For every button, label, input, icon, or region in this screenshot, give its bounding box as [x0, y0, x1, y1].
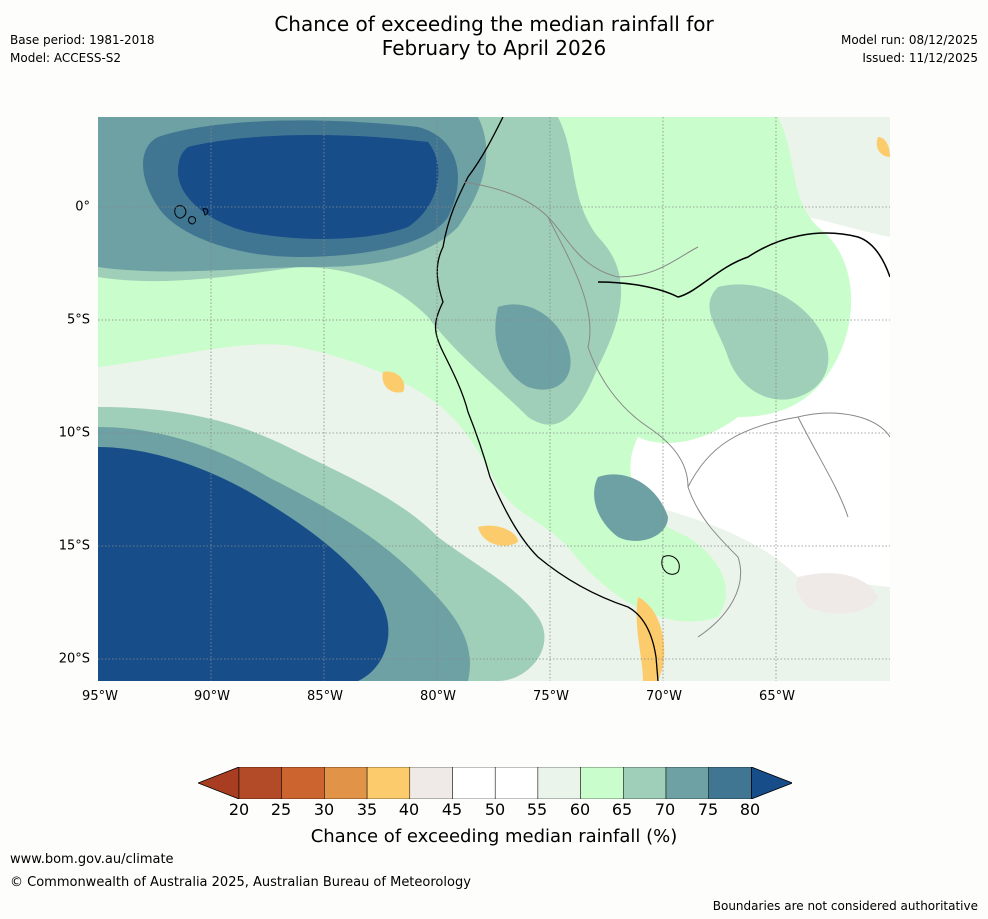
footer-copyright: © Commonwealth of Australia 2025, Austra… — [10, 875, 471, 890]
map-gridlines — [98, 117, 890, 681]
colorbar-arrow-high — [751, 766, 794, 800]
colorbar-segment — [537, 766, 581, 800]
colorbar-segment — [708, 766, 752, 800]
rain-zone-70-75-highland — [594, 474, 668, 541]
colorbar-tick: 80 — [739, 800, 761, 819]
model-run: Model run: 08/12/2025 — [840, 33, 978, 47]
colorbar-tick: 20 — [228, 800, 250, 819]
colorbar-tick: 45 — [441, 800, 463, 819]
colorbar-tick: 25 — [270, 800, 292, 819]
rain-zone-70-75-inland — [495, 304, 571, 390]
country-borders — [462, 181, 890, 638]
dry-spot-corner — [876, 137, 890, 157]
footer-note: Boundaries are not considered authoritat… — [712, 899, 978, 913]
colorbar-segment — [665, 766, 709, 800]
meta-right: Model run: 08/12/2025 Issued: 11/12/2025 — [841, 31, 978, 67]
colorbar — [196, 766, 794, 803]
colorbar-label: Chance of exceeding median rainfall (%) — [310, 826, 678, 847]
lat-label-0: 0° — [75, 199, 90, 215]
lake-titicaca — [661, 555, 680, 575]
colorbar-tick: 50 — [484, 800, 506, 819]
lon-label-85w: 85°W — [307, 689, 343, 704]
dry-spot-coast — [636, 597, 665, 681]
rain-zone-above-80 — [178, 135, 439, 239]
colorbar-tick: 65 — [611, 800, 633, 819]
colorbar-segment — [366, 766, 411, 800]
colorbar-tick: 70 — [654, 800, 676, 819]
colorbar-segment — [494, 766, 539, 800]
meta-left: Base period: 1981-2018 Model: ACCESS-S2 — [10, 31, 155, 67]
colorbar-tick: 55 — [526, 800, 548, 819]
lon-label-75w: 75°W — [533, 689, 569, 704]
coastline — [434, 117, 659, 681]
colorbar-arrow-low — [196, 766, 240, 800]
lon-label-65w: 65°W — [759, 689, 795, 704]
dry-spot-north — [382, 371, 405, 393]
rain-zone-above-80-south — [98, 447, 389, 681]
map-title: Chance of exceeding the median rainfall … — [194, 12, 794, 60]
model-name: Model: ACCESS-S2 — [10, 51, 122, 65]
colorbar-segment — [324, 766, 368, 800]
colorbar-graphic — [196, 766, 794, 800]
lon-label-90w: 90°W — [194, 689, 230, 704]
colorbar-segment — [281, 766, 325, 800]
colorbar-segment — [623, 766, 667, 800]
colorbar-segment — [409, 766, 453, 800]
colorbar-tick: 60 — [569, 800, 591, 819]
lat-label-5s: 5°S — [66, 312, 90, 328]
lon-label-95w: 95°W — [82, 689, 118, 704]
title-line-1: Chance of exceeding the median rainfall … — [274, 12, 714, 36]
title-line-2: February to April 2026 — [381, 36, 607, 60]
dry-spot-peru — [478, 525, 518, 546]
issued-date: Issued: 11/12/2025 — [862, 51, 978, 65]
lat-label-20s: 20°S — [58, 651, 90, 667]
galapagos-islands — [174, 205, 209, 225]
lat-label-10s: 10°S — [58, 425, 90, 441]
lat-label-15s: 15°S — [58, 538, 90, 554]
colorbar-segment — [580, 766, 624, 800]
near-median-patch — [796, 573, 878, 614]
footer-url: www.bom.gov.au/climate — [10, 852, 174, 867]
colorbar-tick: 75 — [697, 800, 719, 819]
river-amazon — [597, 232, 890, 298]
colorbar-tick: 40 — [398, 800, 420, 819]
rain-zone-65-70-east — [709, 284, 829, 400]
colorbar-tick: 30 — [313, 800, 335, 819]
base-period: Base period: 1981-2018 — [10, 33, 155, 47]
colorbar-tick: 35 — [356, 800, 378, 819]
colorbar-segment — [238, 766, 282, 800]
lon-label-80w: 80°W — [420, 689, 456, 704]
lon-label-70w: 70°W — [646, 689, 682, 704]
rainfall-map — [98, 117, 890, 681]
colorbar-segment — [452, 766, 496, 800]
